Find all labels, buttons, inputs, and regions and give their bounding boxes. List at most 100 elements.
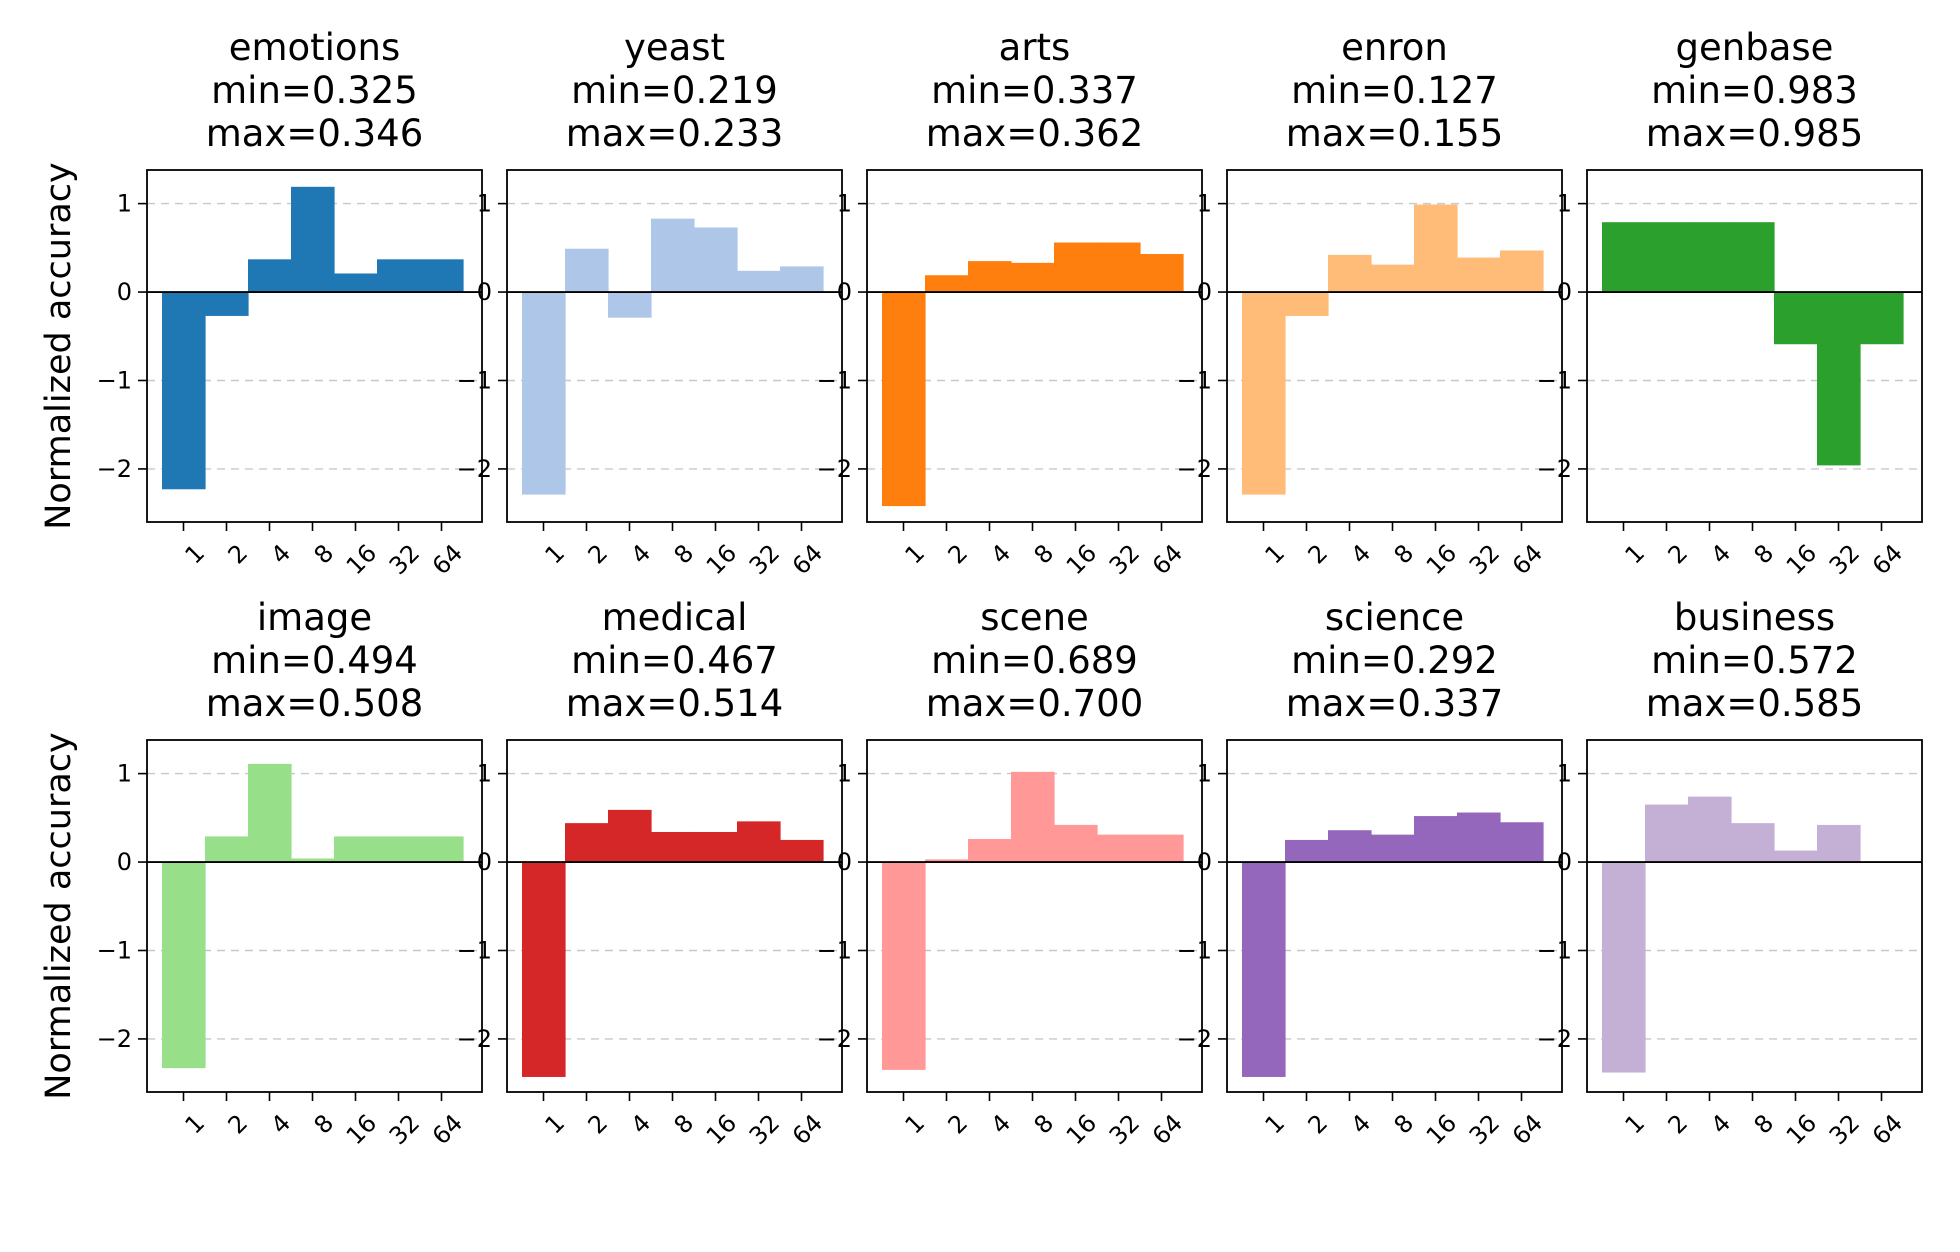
subplot-title: min=0.572 (1651, 639, 1858, 682)
bar-2 (1285, 839, 1329, 863)
y-tick-label: −1 (457, 936, 492, 964)
axes-frame (866, 169, 1203, 523)
y-tick-label: 0 (477, 848, 492, 876)
bar-32 (1457, 812, 1501, 863)
y-tick-label: −1 (457, 366, 492, 394)
subplot-title: science (1325, 596, 1464, 639)
x-tick-label: 64 (1507, 1109, 1548, 1150)
y-tick-label: −2 (1537, 455, 1572, 483)
y-tick-label: 0 (117, 848, 132, 876)
x-tick-label: 8 (1029, 539, 1060, 570)
subplot-title: min=0.467 (571, 639, 778, 682)
y-tick-label: 1 (1197, 760, 1212, 788)
subplot-title: yeast (624, 26, 725, 69)
x-tick-label: 2 (1303, 1109, 1334, 1140)
y-tick-label: −2 (817, 1025, 852, 1053)
subplot-title: max=0.233 (566, 112, 784, 155)
subplot-title: max=0.337 (1286, 682, 1504, 725)
subplot-title: min=0.494 (211, 639, 418, 682)
x-tick-label: 4 (1346, 1109, 1377, 1140)
x-tick-label: 64 (1867, 1109, 1908, 1150)
bar-32 (737, 270, 781, 293)
axes-frame (146, 169, 483, 523)
y-tick-label: −2 (457, 455, 492, 483)
y-axis-label: Normalized accuracy (39, 732, 79, 1100)
subplot-title: genbase (1676, 26, 1834, 69)
subplot-title: max=0.362 (926, 112, 1144, 155)
subplot-business: 10−1−21 2 4 8 16 32 64businessmin=0.572max=0.5… (1537, 596, 1923, 1150)
subplot-title: medical (602, 596, 748, 639)
x-tick-label: 2 (583, 1109, 614, 1140)
x-tick-label: 16 (701, 1109, 742, 1150)
x-tick-label: 8 (1749, 1109, 1780, 1140)
bar-64 (420, 836, 464, 863)
bar-2 (925, 275, 969, 293)
axes-frame (866, 739, 1203, 1093)
bar-8 (1011, 262, 1055, 293)
bar-4 (968, 839, 1012, 863)
x-tick-label: 1 (900, 539, 931, 570)
y-tick-label: −1 (1177, 936, 1212, 964)
bar-8 (1731, 222, 1775, 293)
y-tick-label: 1 (117, 760, 132, 788)
x-tick-label: 64 (1147, 539, 1188, 580)
bar-32 (1097, 242, 1141, 293)
x-tick-label: 8 (309, 1109, 340, 1140)
x-tick-label: 4 (266, 539, 297, 570)
x-tick-label: 1 (180, 539, 211, 570)
x-tick-label: 8 (1389, 1109, 1420, 1140)
x-tick-label: 4 (626, 539, 657, 570)
y-tick-label: 1 (117, 190, 132, 218)
y-tick-label: −2 (1177, 1025, 1212, 1053)
x-tick-label: 32 (744, 1109, 785, 1150)
x-tick-label: 1 (1260, 1109, 1291, 1140)
bar-1 (162, 862, 206, 1069)
bar-16 (1054, 242, 1098, 293)
y-tick-label: −1 (1537, 366, 1572, 394)
bar-64 (1500, 822, 1544, 863)
bar-32 (377, 836, 421, 863)
subplot-title: min=0.337 (931, 69, 1138, 112)
bar-8 (651, 218, 695, 293)
bar-4 (1328, 254, 1372, 293)
y-tick-label: −1 (97, 936, 132, 964)
y-tick-label: 0 (117, 278, 132, 306)
x-tick-label: 16 (1781, 539, 1822, 580)
x-tick-label: 64 (427, 539, 468, 580)
bar-16 (1414, 204, 1458, 293)
y-tick-label: 0 (1197, 848, 1212, 876)
x-tick-label: 16 (1061, 1109, 1102, 1150)
subplot-title: arts (999, 26, 1071, 69)
bar-16 (1054, 824, 1098, 863)
bar-16 (334, 273, 378, 293)
y-tick-label: 1 (837, 190, 852, 218)
x-tick-label: 32 (1824, 539, 1865, 580)
x-tick-label: 4 (266, 1109, 297, 1140)
subplot-image: 10−1−21 2 4 8 16 32 64imagemin=0.494max=0.508N… (39, 596, 483, 1150)
bar-1 (1602, 862, 1646, 1073)
bar-64 (1140, 254, 1184, 293)
subplot-title: enron (1341, 26, 1448, 69)
bar-1 (522, 862, 566, 1077)
y-tick-label: 0 (837, 278, 852, 306)
x-tick-label: 4 (1346, 539, 1377, 570)
bar-8 (1371, 834, 1415, 863)
bar-1 (1602, 222, 1646, 293)
subplot-title: min=0.127 (1291, 69, 1498, 112)
y-tick-label: −1 (97, 366, 132, 394)
bar-4 (1328, 830, 1372, 863)
bar-16 (694, 831, 738, 863)
x-tick-label: 1 (1260, 539, 1291, 570)
x-tick-label: 32 (1824, 1109, 1865, 1150)
bar-32 (1817, 292, 1861, 466)
bar-1 (1242, 292, 1286, 495)
bar-64 (780, 839, 824, 863)
bar-4 (968, 261, 1012, 293)
x-tick-label: 32 (1464, 1109, 1505, 1150)
x-tick-label: 2 (1663, 1109, 1694, 1140)
bar-16 (694, 227, 738, 293)
subplot-title: min=0.689 (931, 639, 1138, 682)
